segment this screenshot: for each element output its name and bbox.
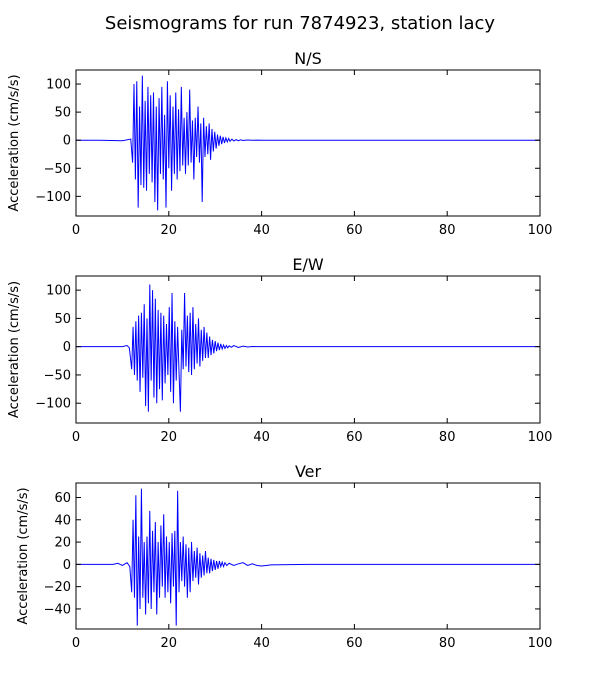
y-tick-label: −50 <box>44 162 71 177</box>
trace-line <box>76 75 540 211</box>
panel-title: Ver <box>295 462 322 481</box>
x-tick-label: 0 <box>72 223 80 238</box>
axes-frame <box>75 69 541 217</box>
panel-ew: E/W 0 20 40 60 80 100 −100 −50 0 50 100 Acceleration… <box>7 255 552 445</box>
axes-frame <box>75 482 541 630</box>
y-tick-label: 0 <box>63 558 71 573</box>
x-tick-label: 100 <box>528 636 553 651</box>
y-tick-label: 0 <box>63 340 71 355</box>
x-tick-label: 80 <box>439 223 456 238</box>
x-tick-label: 40 <box>253 223 270 238</box>
panel-ns: N/S 0 20 40 60 80 100 −100 −50 0 50 100 Acceleration… <box>7 49 552 238</box>
y-tick-label: −20 <box>44 580 71 595</box>
x-tick-label: 40 <box>253 636 270 651</box>
x-tick-label: 100 <box>528 223 553 238</box>
y-tick-label: −100 <box>35 397 71 412</box>
y-axis-label: Acceleration (cm/s/s) <box>7 74 22 211</box>
x-tick-label: 0 <box>72 430 80 445</box>
panel-title: N/S <box>294 49 322 68</box>
x-tick-label: 60 <box>346 430 363 445</box>
y-tick-label: −40 <box>44 602 71 617</box>
y-tick-label: 100 <box>46 284 71 299</box>
x-tick-label: 0 <box>72 636 80 651</box>
y-tick-label: −100 <box>35 190 71 205</box>
y-tick-label: 40 <box>54 513 71 528</box>
x-tick-label: 60 <box>346 223 363 238</box>
y-tick-label: 50 <box>54 106 71 121</box>
trace-line <box>76 284 540 412</box>
panel-ver: Ver 0 20 40 60 80 100 −40 −20 0 20 40 60 Acceleration… <box>16 462 552 651</box>
panel-title: E/W <box>292 255 324 274</box>
trace-line <box>76 488 540 626</box>
y-tick-label: −50 <box>44 368 71 383</box>
x-tick-label: 80 <box>439 636 456 651</box>
y-tick-label: 20 <box>54 536 71 551</box>
x-tick-label: 20 <box>161 430 178 445</box>
figure-title: Seismograms for run 7874923, station lac… <box>105 13 496 34</box>
x-tick-label: 100 <box>528 430 553 445</box>
y-tick-label: 60 <box>54 491 71 506</box>
x-tick-label: 60 <box>346 636 363 651</box>
x-tick-label: 20 <box>161 636 178 651</box>
panels: N/S 0 20 40 60 80 100 −100 −50 0 50 100 Acceleration… <box>7 49 552 651</box>
x-tick-label: 20 <box>161 223 178 238</box>
y-tick-label: 0 <box>63 134 71 149</box>
y-axis-label: Acceleration (cm/s/s) <box>16 487 31 624</box>
y-tick-label: 50 <box>54 312 71 327</box>
x-tick-label: 40 <box>253 430 270 445</box>
y-tick-label: 100 <box>46 78 71 93</box>
x-tick-label: 80 <box>439 430 456 445</box>
axes-frame <box>75 275 541 424</box>
y-axis-label: Acceleration (cm/s/s) <box>7 281 22 418</box>
